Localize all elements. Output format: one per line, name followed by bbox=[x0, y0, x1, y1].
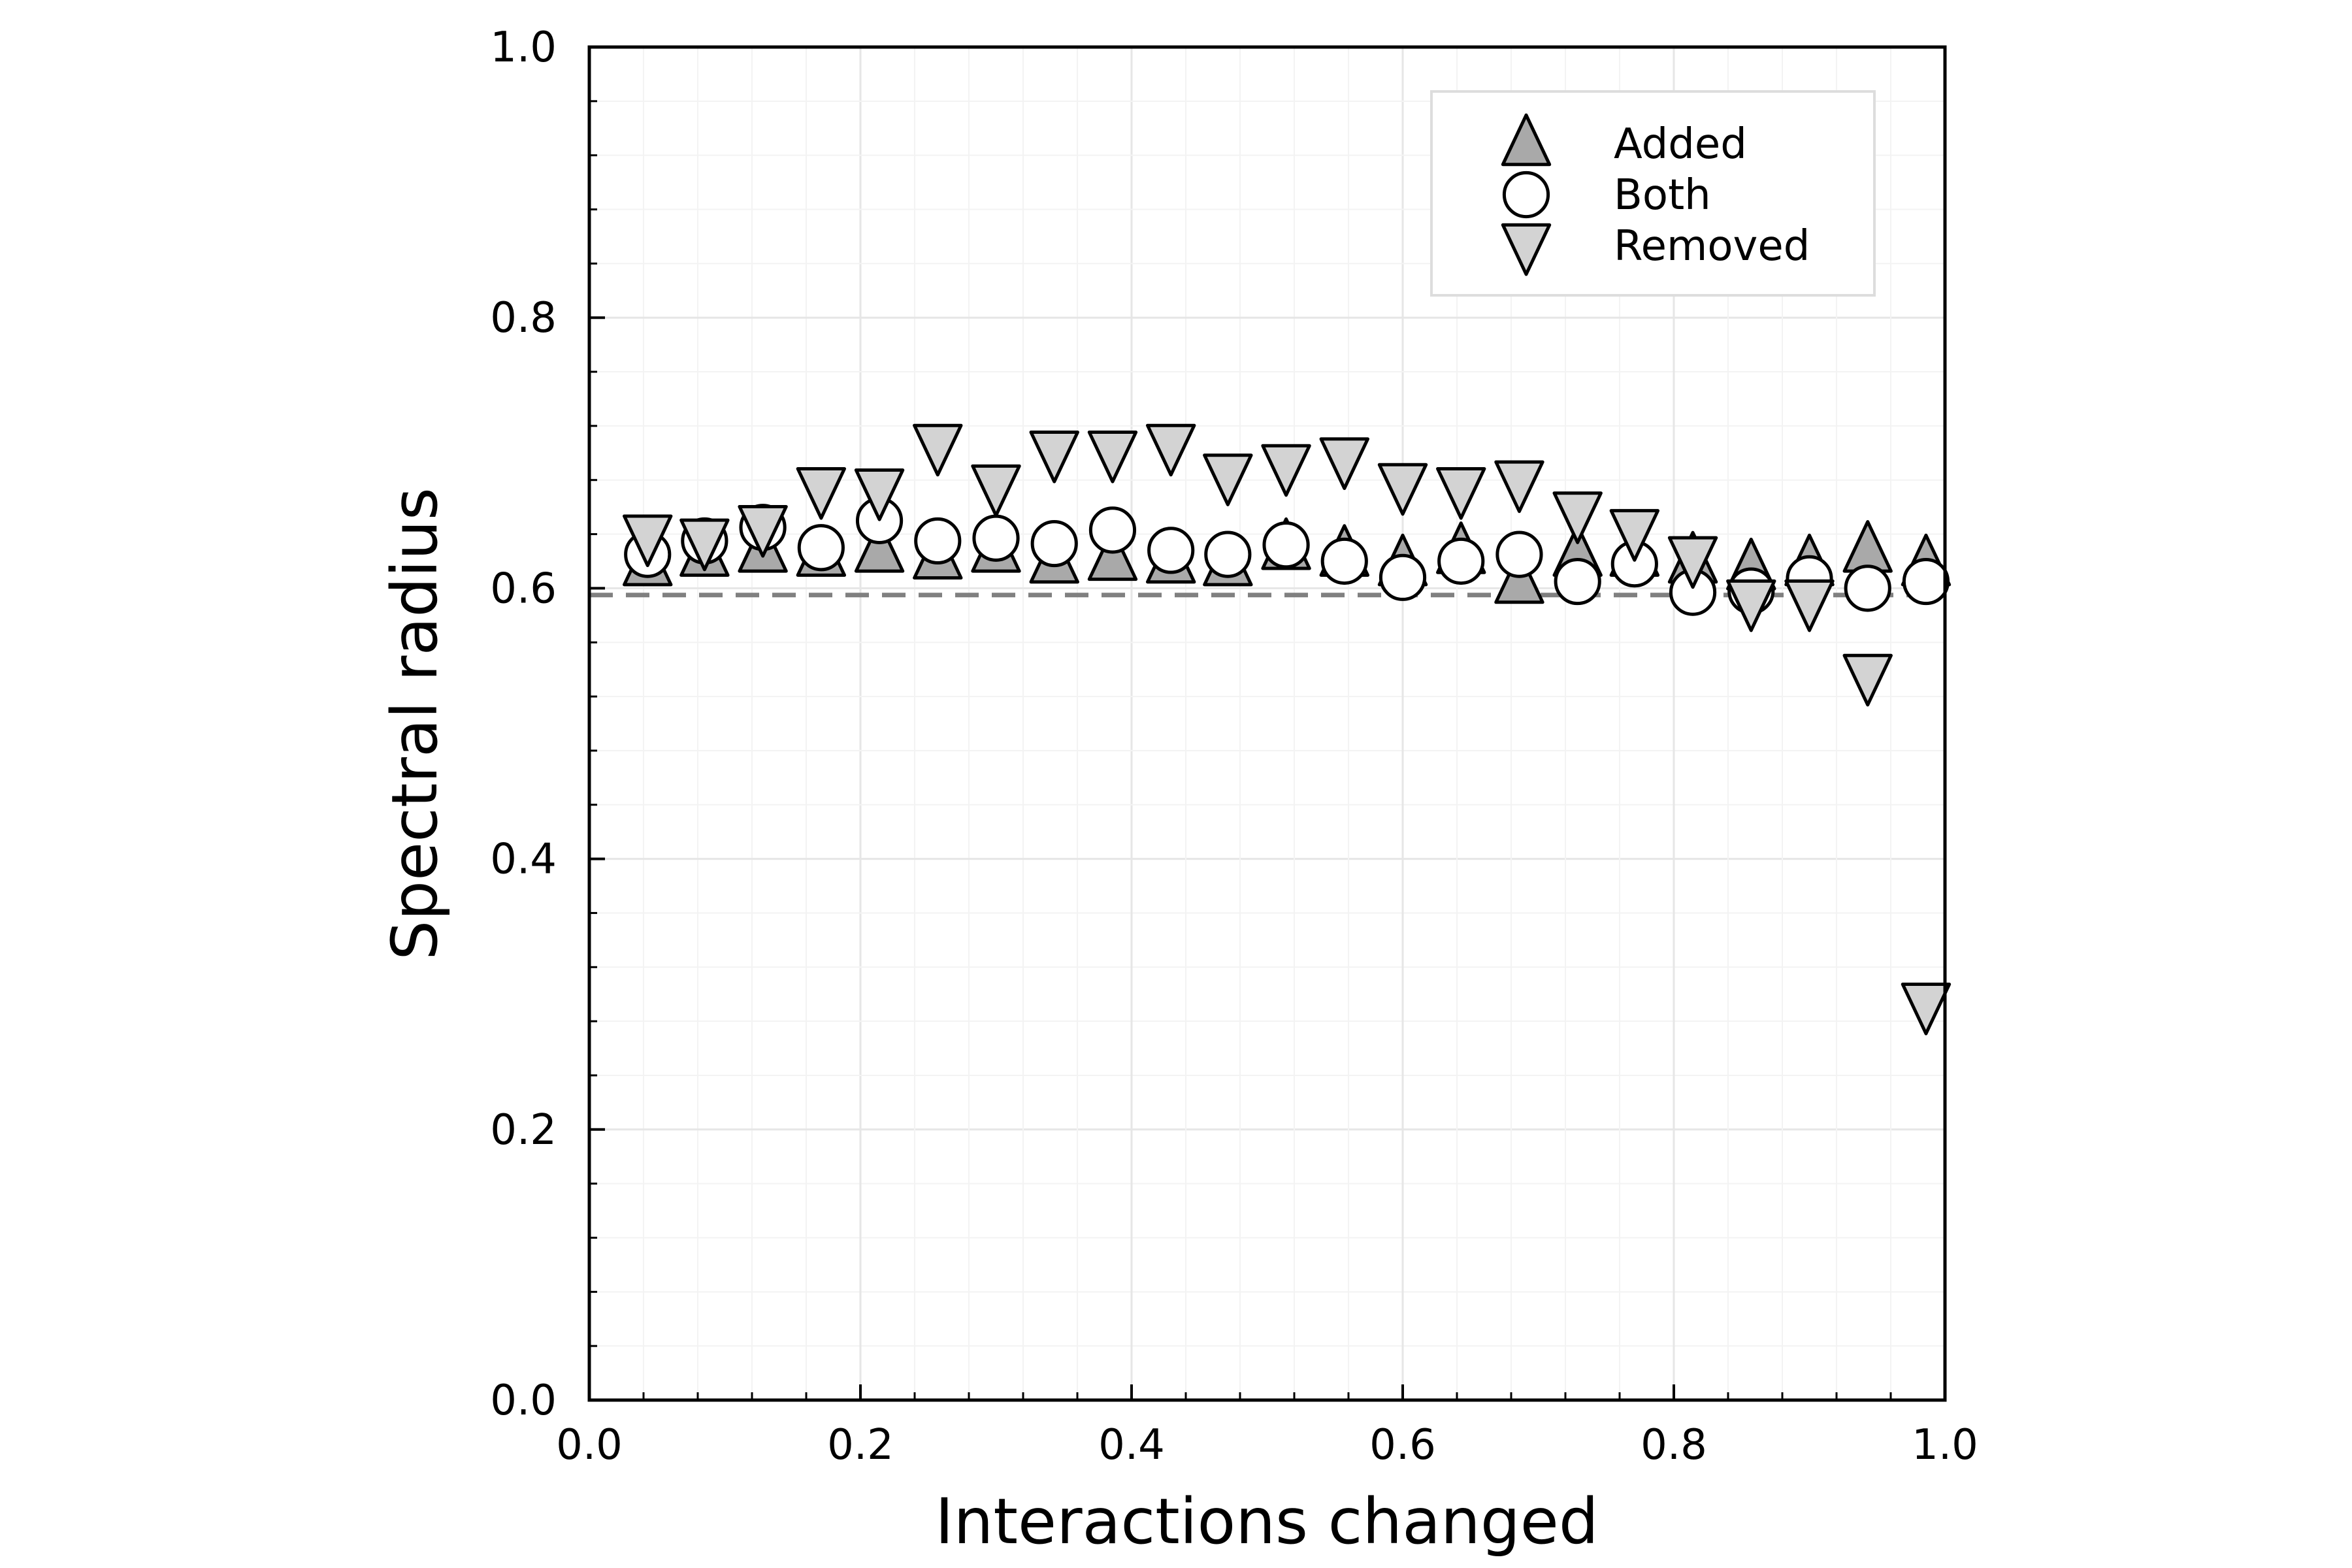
data-point-removed bbox=[623, 514, 673, 568]
x-tick-label: 1.0 bbox=[1912, 1421, 1978, 1469]
data-point-both bbox=[1204, 531, 1252, 578]
plot-frame bbox=[587, 45, 1947, 1402]
legend-marker-removed bbox=[1501, 223, 1552, 276]
data-point-removed bbox=[971, 464, 1021, 517]
data-point-removed bbox=[1494, 460, 1544, 514]
y-tick-label: 0.8 bbox=[490, 294, 557, 342]
x-tick-labels: 0.0 0.2 0.4 0.6 0.8 1.0 bbox=[556, 1421, 1978, 1469]
data-point-removed bbox=[679, 518, 730, 572]
x-tick-label: 0.4 bbox=[1098, 1421, 1165, 1469]
data-point-both bbox=[1262, 521, 1310, 569]
data-point-both bbox=[1437, 537, 1485, 585]
data-point-removed bbox=[738, 504, 788, 558]
axis-ticks bbox=[588, 46, 1946, 1401]
y-tick-label: 0.4 bbox=[490, 836, 557, 884]
data-point-both bbox=[1320, 537, 1368, 585]
x-tick-label: 0.8 bbox=[1641, 1421, 1707, 1469]
data-point-removed bbox=[1377, 463, 1428, 516]
data-point-removed bbox=[854, 468, 905, 521]
series-removed bbox=[623, 423, 1952, 1036]
data-point-removed bbox=[1029, 431, 1079, 483]
data-point-both bbox=[797, 524, 845, 572]
legend-label: Added bbox=[1614, 120, 1747, 169]
legend-label: Removed bbox=[1614, 222, 1810, 270]
data-point-added bbox=[854, 520, 905, 573]
x-tick-label: 0.2 bbox=[827, 1421, 894, 1469]
data-point-removed bbox=[1667, 536, 1718, 589]
data-points bbox=[623, 423, 1952, 1036]
legend-entry-removed: Removed bbox=[1501, 222, 1810, 276]
x-tick-label: 0.6 bbox=[1369, 1421, 1436, 1469]
legend-entry-added: Added bbox=[1501, 113, 1747, 169]
data-point-removed bbox=[1319, 437, 1369, 491]
data-point-removed bbox=[1609, 509, 1660, 562]
legend-label: Both bbox=[1614, 171, 1711, 220]
data-point-removed bbox=[1726, 579, 1776, 632]
data-point-both bbox=[914, 517, 962, 565]
data-point-both bbox=[1554, 557, 1601, 606]
y-tick-label: 0.6 bbox=[490, 564, 557, 613]
legend-entry-both: Both bbox=[1502, 171, 1711, 220]
data-point-removed bbox=[1203, 453, 1253, 506]
data-point-removed bbox=[1842, 653, 1893, 707]
y-tick-labels: 0.0 0.2 0.4 0.6 0.8 1.0 bbox=[490, 24, 557, 1425]
data-point-both bbox=[1902, 557, 1950, 606]
data-point-removed bbox=[1087, 431, 1138, 483]
x-axis-title: Interactions changed bbox=[935, 1485, 1599, 1558]
data-point-removed bbox=[1552, 491, 1603, 544]
data-point-both bbox=[1147, 527, 1195, 574]
data-point-removed bbox=[1901, 983, 1952, 1036]
data-point-both bbox=[1495, 531, 1543, 578]
data-point-both bbox=[1088, 506, 1137, 554]
legend-marker-added bbox=[1501, 113, 1552, 167]
y-tick-label: 0.0 bbox=[490, 1377, 557, 1425]
x-tick-label: 0.0 bbox=[556, 1421, 623, 1469]
y-tick-label: 0.2 bbox=[490, 1106, 557, 1154]
data-point-removed bbox=[1784, 579, 1835, 632]
y-tick-label: 1.0 bbox=[490, 24, 557, 72]
data-point-both bbox=[1844, 564, 1891, 612]
legend-marker-both bbox=[1502, 171, 1550, 219]
data-point-both bbox=[1379, 553, 1427, 601]
data-point-added bbox=[1087, 528, 1138, 581]
data-point-removed bbox=[1261, 444, 1311, 497]
data-point-both bbox=[972, 514, 1020, 562]
data-point-removed bbox=[796, 466, 847, 520]
data-point-removed bbox=[913, 423, 963, 477]
data-point-removed bbox=[1145, 423, 1196, 477]
data-point-removed bbox=[1436, 466, 1486, 520]
data-point-both bbox=[1030, 519, 1078, 568]
y-axis-title: Spectral radius bbox=[378, 487, 451, 960]
